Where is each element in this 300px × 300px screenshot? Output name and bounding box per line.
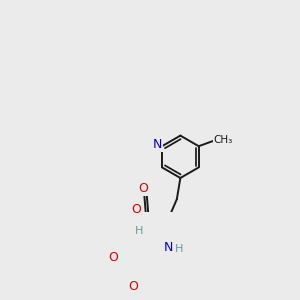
Text: O: O bbox=[108, 250, 118, 264]
Text: O: O bbox=[128, 280, 138, 293]
Text: N: N bbox=[164, 241, 173, 254]
Text: H: H bbox=[134, 226, 143, 236]
Text: H: H bbox=[175, 244, 183, 254]
Text: O: O bbox=[131, 203, 141, 216]
Text: CH₃: CH₃ bbox=[214, 135, 233, 145]
Text: N: N bbox=[152, 138, 162, 151]
Text: O: O bbox=[138, 182, 148, 195]
